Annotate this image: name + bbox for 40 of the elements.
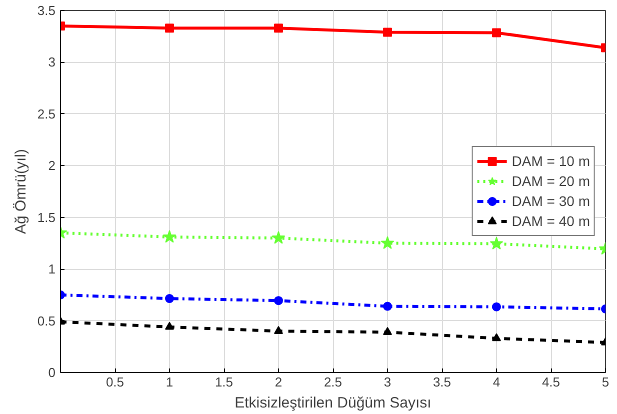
point (165, 294, 174, 304)
legend-label: DAM = 40 m (512, 213, 590, 229)
y-tick-label: 1 (48, 262, 56, 277)
point (165, 24, 174, 33)
x-tick-label: 2 (274, 374, 282, 390)
legend-label: DAM = 30 m (512, 193, 590, 209)
x-tick-label: 4.5 (542, 374, 560, 390)
y-tick-label: 2.5 (37, 106, 56, 122)
point (380, 236, 394, 249)
point (492, 302, 501, 312)
y-tick-label: 0 (48, 365, 56, 380)
x-tick-label: 2.5 (324, 374, 342, 390)
point (274, 296, 283, 306)
x-tick-label: 5 (602, 374, 610, 390)
point (492, 333, 501, 342)
y-tick-label: 1.5 (37, 210, 56, 225)
point (272, 231, 286, 244)
point (274, 326, 283, 334)
point (383, 28, 392, 37)
legend-label: DAM = 10 m (512, 153, 590, 169)
x-tick-label: 3.5 (432, 374, 452, 390)
point (490, 236, 504, 250)
point (162, 230, 176, 243)
y-tick-label: 2 (48, 158, 56, 174)
y-axis-title: Ağ Ömrü(yıl) (12, 148, 30, 234)
x-tick-label: 1 (166, 374, 174, 390)
x-axis-title: Etkisizleştirilen Düğüm Sayısı (234, 394, 432, 412)
point (274, 24, 283, 33)
point (383, 302, 392, 311)
x-tick-label: 0.5 (106, 374, 124, 390)
y-tick-label: 3.5 (37, 3, 56, 18)
x-tick-label: 4 (492, 374, 500, 390)
point (383, 327, 392, 335)
x-tick-label: 1.5 (214, 374, 234, 390)
point (492, 28, 501, 38)
legend-label: DAM = 20 m (512, 173, 590, 189)
x-tick-label: 3 (384, 374, 392, 390)
y-tick-label: 0.5 (37, 313, 56, 328)
point (165, 322, 174, 330)
y-tick-label: 3 (48, 54, 56, 70)
